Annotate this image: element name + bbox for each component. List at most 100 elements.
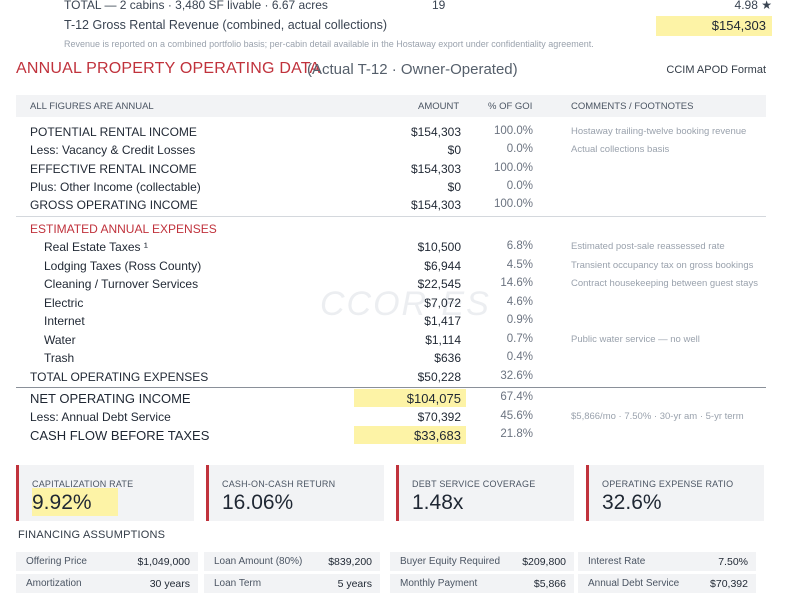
total-row: TOTAL — 2 cabins · 3,480 SF livable · 6.… xyxy=(64,0,772,12)
financing-value: $5,866 xyxy=(533,578,566,590)
row-label: Less: Annual Debt Service xyxy=(30,410,171,424)
row-amount: $50,228 xyxy=(417,370,461,384)
table-row: Cleaning / Turnover Services $22,545 14.… xyxy=(16,275,766,293)
financing-label: Loan Amount (80%) xyxy=(214,556,303,567)
row-label: Water xyxy=(44,333,76,347)
total-rating: 4.98 ★ xyxy=(734,0,772,12)
row-label: CASH FLOW BEFORE TAXES xyxy=(30,428,210,443)
financing-value: $839,200 xyxy=(328,556,372,568)
row-label: GROSS OPERATING INCOME xyxy=(30,198,198,212)
row-label: Cleaning / Turnover Services xyxy=(44,277,199,291)
financing-label: Annual Debt Service xyxy=(588,578,680,589)
total-expenses-row: TOTAL OPERATING EXPENSES $50,228 32.6% xyxy=(16,368,766,386)
row-pct: 4.5% xyxy=(506,259,533,271)
column-header: ALL FIGURES ARE ANNUAL AMOUNT % OF GOI C… xyxy=(16,95,766,117)
row-amount: $0 xyxy=(447,180,461,194)
table-row: Real Estate Taxes ¹ $10,500 6.8% Estimat… xyxy=(16,238,766,256)
row-comment: Hostaway trailing-twelve booking revenue xyxy=(571,126,747,137)
row-pct: 0.7% xyxy=(506,333,533,345)
row-amount: $1,417 xyxy=(424,314,461,328)
row-amount: $7,072 xyxy=(424,296,461,310)
row-amount: $22,545 xyxy=(417,277,461,291)
row-pct: 67.4% xyxy=(500,391,533,403)
row-pct: 14.6% xyxy=(500,277,533,289)
row-amount: $33,683 xyxy=(414,428,461,443)
revenue-label: T-12 Gross Rental Revenue (combined, act… xyxy=(64,18,388,32)
metrics-row: CAPITALIZATION RATE 9.92% CASH-ON-CASH R… xyxy=(16,465,766,521)
metric-value: 16.06% xyxy=(222,491,294,514)
row-amount: $636 xyxy=(434,351,461,365)
row-pct: 0.9% xyxy=(506,314,533,326)
table-row: EFFECTIVE RENTAL INCOME $154,303 100.0% xyxy=(16,160,766,178)
row-comment: Actual collections basis xyxy=(571,144,670,155)
financing-title: FINANCING ASSUMPTIONS xyxy=(18,529,166,541)
row-amount: $154,303 xyxy=(410,198,461,212)
row-comment: Contract housekeeping between guest stay… xyxy=(571,278,758,289)
total-label: TOTAL — 2 cabins · 3,480 SF livable · 6.… xyxy=(64,0,328,12)
highlight xyxy=(354,389,466,407)
row-label: Electric xyxy=(44,296,84,310)
financing-value: $70,392 xyxy=(710,578,748,590)
row-pct: 32.6% xyxy=(500,370,533,382)
row-pct: 21.8% xyxy=(500,428,533,440)
row-amount: $70,392 xyxy=(417,410,461,424)
financing-item: Loan Term 5 years xyxy=(204,574,380,593)
apod-format: CCIM APOD Format xyxy=(666,64,766,76)
financing-label: Offering Price xyxy=(26,556,87,567)
financing-grid: Offering Price $1,049,000 Loan Amount (8… xyxy=(16,552,766,598)
highlight xyxy=(32,488,118,516)
metric-value: 9.92% xyxy=(32,491,92,514)
revenue-note: Revenue is reported on a combined portfo… xyxy=(64,39,594,49)
row-label: NET OPERATING INCOME xyxy=(30,391,191,406)
financing-label: Loan Term xyxy=(214,578,262,589)
metric-label: CASH-ON-CASH RETURN xyxy=(222,479,336,489)
financing-value: 7.50% xyxy=(718,556,748,568)
row-label: TOTAL OPERATING EXPENSES xyxy=(30,370,209,384)
highlight xyxy=(354,426,466,444)
table-row: Plus: Other Income (collectable) $0 0.0% xyxy=(16,178,766,196)
row-pct: 6.8% xyxy=(506,240,533,252)
financing-item: Amortization 30 years xyxy=(16,574,198,593)
metric-value: 1.48x xyxy=(412,491,464,514)
row-label: Trash xyxy=(44,351,75,365)
row-label: Less: Vacancy & Credit Losses xyxy=(30,143,196,157)
row-label: POTENTIAL RENTAL INCOME xyxy=(30,125,197,139)
col-amount: AMOUNT xyxy=(418,101,460,112)
noi-row: NET OPERATING INCOME $104,075 67.4% xyxy=(16,389,766,407)
table-row: Water $1,114 0.7% Public water service —… xyxy=(16,331,766,349)
financing-item: Offering Price $1,049,000 xyxy=(16,552,198,571)
apod-title: ANNUAL PROPERTY OPERATING DATA xyxy=(16,60,321,77)
divider xyxy=(16,216,766,217)
row-label: Internet xyxy=(44,314,85,328)
row-amount: $154,303 xyxy=(410,125,461,139)
row-amount: $1,114 xyxy=(425,333,461,347)
table-row: Less: Vacancy & Credit Losses $0 0.0% Ac… xyxy=(16,141,766,159)
financing-label: Amortization xyxy=(26,578,82,589)
financing-value: $209,800 xyxy=(522,556,566,568)
table-row: POTENTIAL RENTAL INCOME $154,303 100.0% … xyxy=(16,123,766,141)
metric-label: OPERATING EXPENSE RATIO xyxy=(602,479,734,489)
debt-row: Less: Annual Debt Service $70,392 45.6% … xyxy=(16,408,766,426)
metric-opex-ratio: OPERATING EXPENSE RATIO 32.6% xyxy=(586,465,764,521)
table-row: Trash $636 0.4% xyxy=(16,349,766,367)
col-label: ALL FIGURES ARE ANNUAL xyxy=(30,101,154,112)
row-comment: $5,866/mo · 7.50% · 30-yr am · 5-yr term xyxy=(571,411,744,422)
financing-label: Interest Rate xyxy=(588,556,646,567)
metric-dscr: DEBT SERVICE COVERAGE 1.48x xyxy=(396,465,574,521)
row-amount: $0 xyxy=(447,143,461,157)
cfbt-row: CASH FLOW BEFORE TAXES $33,683 21.8% xyxy=(16,426,766,444)
watermark: CCOR·ES xyxy=(320,285,491,323)
apod-subtitle: (Actual T-12 · Owner-Operated) xyxy=(307,61,518,78)
financing-label: Monthly Payment xyxy=(400,578,478,589)
financing-item: Loan Amount (80%) $839,200 xyxy=(204,552,380,571)
row-amount: $104,075 xyxy=(406,391,461,406)
row-pct: 4.6% xyxy=(506,296,533,308)
financing-item: Annual Debt Service $70,392 xyxy=(578,574,756,593)
col-pct: % OF GOI xyxy=(488,101,533,112)
col-comments: COMMENTS / FOOTNOTES xyxy=(571,101,694,112)
revenue-value: $154,303 xyxy=(656,16,772,36)
table-row: Internet $1,417 0.9% xyxy=(16,312,766,330)
metric-label: CAPITALIZATION RATE xyxy=(32,479,134,489)
table-row: Electric $7,072 4.6% xyxy=(16,294,766,312)
row-pct: 0.4% xyxy=(506,351,533,363)
